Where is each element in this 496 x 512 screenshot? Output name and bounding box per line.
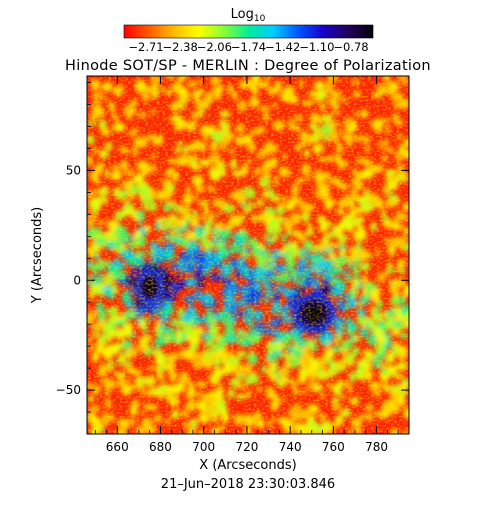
colorbar-tick-label: −2.06 [197, 40, 232, 54]
y-tick-label: −50 [56, 383, 81, 397]
colorbar [123, 24, 374, 39]
x-tick-label: 700 [192, 440, 215, 454]
x-tick-label: 780 [365, 440, 388, 454]
plot-frame [86, 75, 410, 435]
x-tick-label: 760 [322, 440, 345, 454]
colorbar-label: Log10 [231, 7, 266, 24]
x-tick-label: 660 [106, 440, 129, 454]
chart-title: Hinode SOT/SP - MERLIN : Degree of Polar… [65, 58, 431, 74]
colorbar-tick-label: −2.38 [163, 40, 198, 54]
x-axis-label: X (Arcseconds) [199, 458, 296, 473]
heatmap [87, 76, 409, 434]
y-axis-label: Y (Arcseconds) [30, 207, 45, 304]
colorbar-tick-label: −0.78 [333, 40, 368, 54]
x-tick-label: 720 [235, 440, 258, 454]
x-tick-label: 740 [279, 440, 302, 454]
y-tick-label: 0 [73, 273, 81, 287]
y-tick-label: 50 [66, 163, 81, 177]
colorbar-ticks: −2.71−2.38−2.06−1.74−1.42−1.10−0.78 [128, 40, 368, 54]
colorbar-tick-label: −1.74 [231, 40, 266, 54]
timestamp: 21–Jun–2018 23:30:03.846 [161, 477, 335, 492]
axis-ticks: 660 680 700 720 740 760 780 −50 0 50 [56, 76, 409, 454]
colorbar-tick-label: −1.42 [265, 40, 300, 54]
colorbar-tick-label: −1.10 [299, 40, 334, 54]
x-tick-label: 680 [149, 440, 172, 454]
colorbar-tick-label: −2.71 [128, 40, 163, 54]
